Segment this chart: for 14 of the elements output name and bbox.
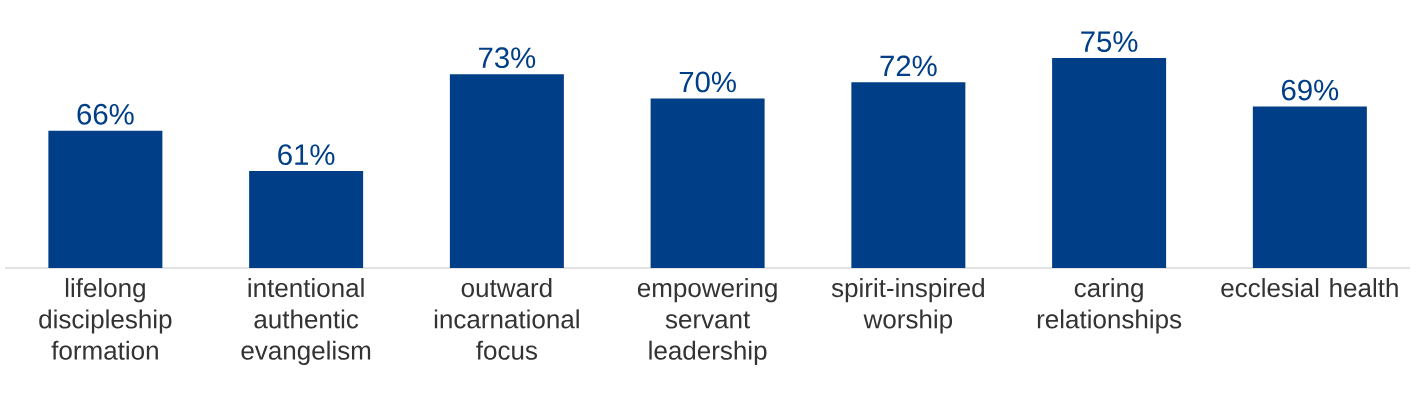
x-tick-label: intentional authentic evangelism (241, 278, 371, 365)
data-label: 73% (479, 47, 536, 69)
data-label: 72% (880, 55, 937, 77)
data-label: 66% (77, 103, 134, 125)
data-label: 61% (278, 144, 335, 166)
x-tick-label: empowering servant leadership (637, 278, 777, 365)
x-tick-label: outward incarnational focus (434, 278, 579, 360)
data-label: 70% (679, 71, 736, 93)
data-label: 69% (1281, 79, 1339, 101)
x-tick-label: ecclesial health (1221, 278, 1398, 298)
x-tick-label: caring relationships (1037, 278, 1182, 334)
x-tick-label: spirit-inspired worship (831, 278, 984, 334)
data-label: 75% (1081, 31, 1138, 52)
x-tick-label: lifelong discipleship formation (39, 278, 172, 360)
